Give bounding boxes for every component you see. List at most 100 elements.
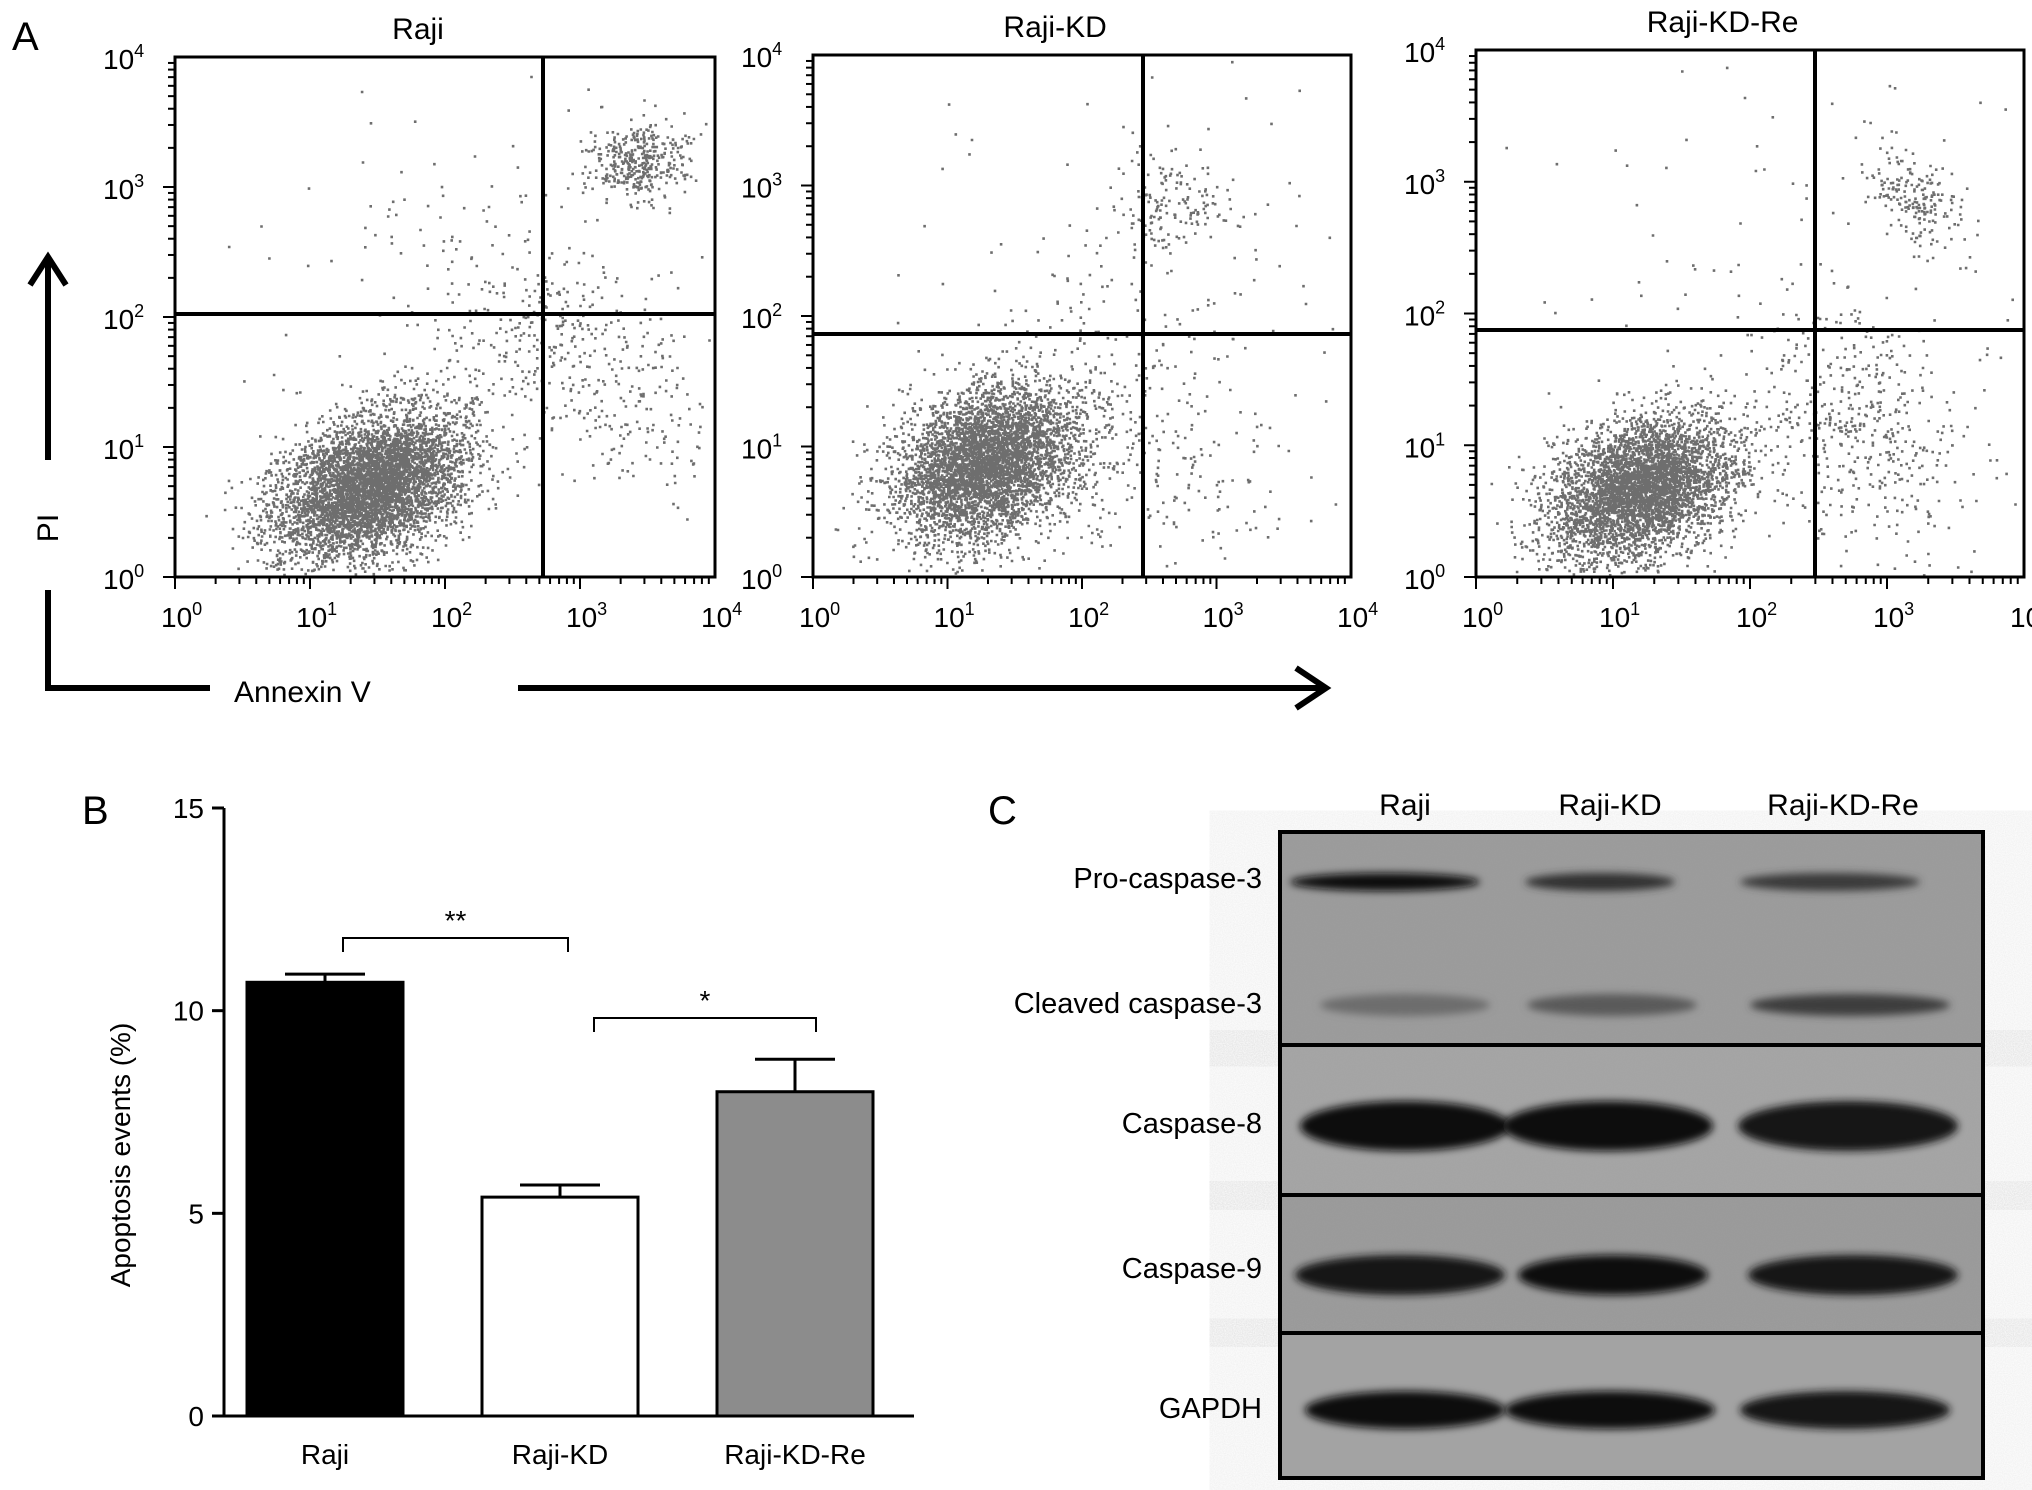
x-tick-label: Raji-KD: [512, 1439, 608, 1470]
y-tick-label: 104: [103, 41, 144, 75]
x-tick-exponent: 1: [965, 599, 975, 619]
x-tick-exponent: 4: [732, 599, 742, 619]
panel-a-label: A: [12, 15, 39, 59]
flow-plot-title: Raji-KD-Re: [1647, 6, 1799, 39]
annexin-axis-label: Annexin V: [234, 676, 371, 709]
flow-plot-frame: [811, 53, 1353, 579]
y-tick-exponent: 4: [772, 39, 782, 59]
x-tick-label: 100: [1462, 599, 1503, 633]
western-blot: Raji Raji-KD Raji-KD-Re Pro-caspase-3 Cleave…: [1014, 789, 1985, 1480]
y-tick-label: 104: [1404, 34, 1445, 68]
pi-axis-arrow: [27, 251, 69, 460]
y-tick-exponent: 0: [134, 561, 144, 581]
x-tick-exponent: 3: [1904, 599, 1914, 619]
x-tick-label: 104: [1337, 599, 1378, 633]
y-tick-exponent: 1: [134, 431, 144, 451]
y-tick-label: 102: [103, 301, 144, 335]
y-tick-exponent: 3: [1435, 166, 1445, 186]
protein-band: [1290, 873, 1480, 891]
flow-plot-title: Raji-KD: [1003, 11, 1106, 44]
x-tick-label: 102: [1736, 599, 1777, 633]
y-tick-label: 101: [1404, 429, 1445, 463]
lane-label: Raji-KD-Re: [1767, 789, 1919, 822]
y-tick-exponent: 2: [772, 300, 782, 320]
x-tick-label: 101: [1599, 599, 1640, 633]
flow-plot-title: Raji: [392, 13, 444, 46]
lane-label: Raji: [1379, 789, 1431, 822]
protein-band: [1300, 1101, 1510, 1151]
x-tick-label: 103: [1203, 599, 1244, 633]
blot-frame: [1278, 1331, 1985, 1480]
panel-c-label: C: [988, 789, 1017, 833]
x-tick-exponent: 0: [830, 599, 840, 619]
bar: [715, 1090, 875, 1418]
x-tick-label: 100: [161, 599, 202, 633]
protein-band: [1320, 994, 1490, 1016]
y-tick-label: 100: [103, 561, 144, 595]
band-label: Caspase-8: [1122, 1108, 1262, 1140]
protein-band: [1295, 1255, 1505, 1295]
y-tick-label: 102: [741, 300, 782, 334]
protein-band: [1740, 1391, 1950, 1429]
y-tick-label: 103: [1404, 166, 1445, 200]
x-tick-exponent: 2: [462, 599, 472, 619]
x-tick-exponent: 0: [192, 599, 202, 619]
x-tick-exponent: 4: [1368, 599, 1378, 619]
band-label: Pro-caspase-3: [1073, 863, 1262, 895]
protein-band: [1525, 873, 1675, 891]
y-tick-label: 104: [741, 39, 782, 73]
x-tick-label: 104: [2010, 599, 2032, 633]
y-tick-label: 10: [173, 996, 204, 1027]
y-tick-exponent: 3: [134, 171, 144, 191]
x-tick-label: Raji-KD-Re: [724, 1439, 866, 1470]
x-tick-exponent: 0: [1493, 599, 1503, 619]
annexin-axis-arrow: [45, 590, 1332, 711]
y-tick-label: 102: [1404, 298, 1445, 332]
y-axis-title: Apoptosis events (%): [105, 1023, 136, 1288]
lane-label: Raji-KD: [1558, 789, 1661, 822]
y-tick-exponent: 4: [1435, 34, 1445, 54]
protein-band: [1748, 1255, 1958, 1295]
y-tick-exponent: 1: [1435, 429, 1445, 449]
x-tick-exponent: 3: [1234, 599, 1244, 619]
x-tick-label: 103: [566, 599, 607, 633]
bar: [480, 1195, 640, 1418]
x-tick-exponent: 1: [1630, 599, 1640, 619]
band-label: GAPDH: [1159, 1393, 1262, 1425]
x-tick-label: 101: [934, 599, 975, 633]
y-tick-exponent: 2: [134, 301, 144, 321]
y-tick-label: 101: [741, 431, 782, 465]
y-tick-label: 101: [103, 431, 144, 465]
flow-scatter-events: [1490, 66, 2017, 577]
y-tick-label: 103: [741, 170, 782, 204]
flow-scatter-events: [834, 60, 1338, 575]
y-tick-exponent: 3: [772, 170, 782, 190]
protein-band: [1738, 1101, 1958, 1151]
x-tick-exponent: 2: [1767, 599, 1777, 619]
y-tick-label: 5: [188, 1198, 204, 1229]
x-tick-label: 103: [1873, 599, 1914, 633]
protein-band: [1527, 994, 1697, 1016]
protein-band: [1503, 1101, 1713, 1151]
protein-band: [1305, 1391, 1505, 1429]
y-tick-exponent: 0: [772, 561, 782, 581]
y-tick-label: 100: [1404, 561, 1445, 595]
y-tick-label: 100: [741, 561, 782, 595]
x-tick-label: Raji: [301, 1439, 349, 1470]
bar: [245, 980, 405, 1418]
flow-plot-3: Raji-KD-Re100100101101102102103103104104: [1404, 6, 2032, 633]
significance-label: **: [445, 905, 467, 936]
band-label: Caspase-9: [1122, 1253, 1262, 1285]
y-tick-label: 103: [103, 171, 144, 205]
protein-band: [1740, 873, 1920, 891]
y-tick-label: 15: [173, 793, 204, 824]
band-label: Cleaved caspase-3: [1014, 988, 1262, 1020]
significance-bracket: [593, 1017, 817, 1032]
x-tick-label: 100: [799, 599, 840, 633]
significance-bracket: [342, 937, 569, 952]
y-tick-exponent: 0: [1435, 561, 1445, 581]
y-tick-exponent: 4: [134, 41, 144, 61]
